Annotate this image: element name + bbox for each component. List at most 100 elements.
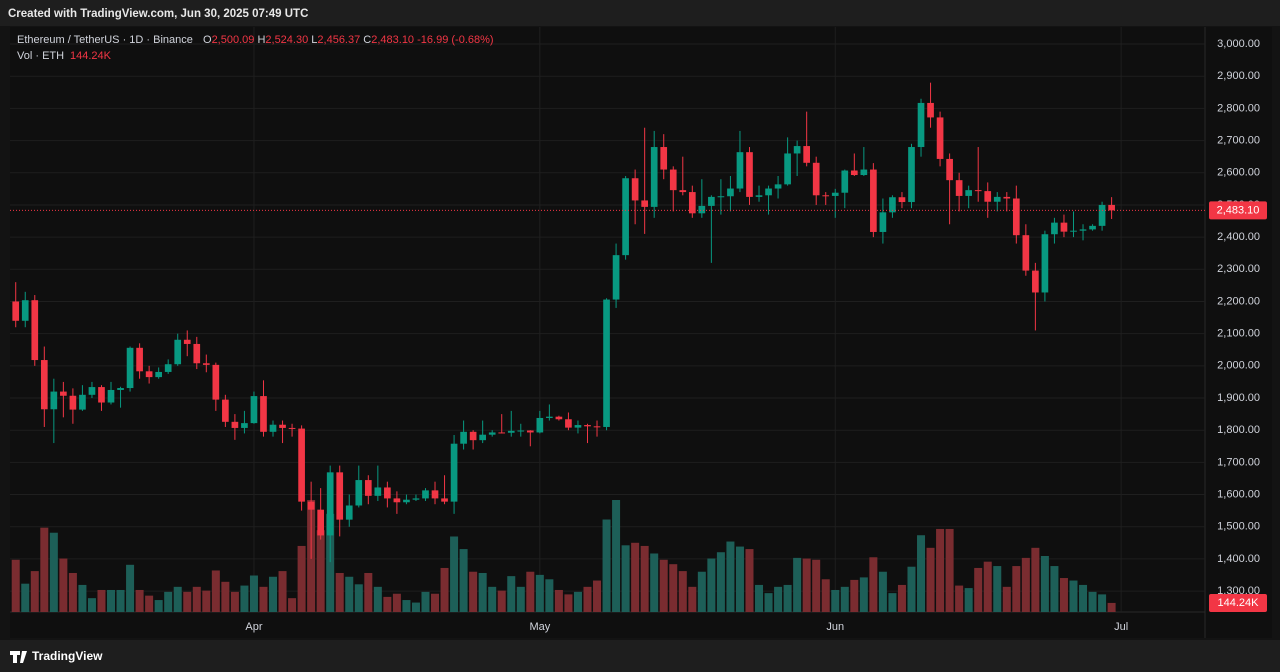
y-tick-label: 2,700.00 — [1217, 134, 1260, 146]
high-label: 2,524.30 — [265, 34, 308, 46]
volume-bar — [335, 572, 344, 612]
volume-bar — [411, 602, 420, 612]
candle-body — [965, 190, 973, 196]
volume-bar — [583, 586, 592, 612]
volume-name: Vol · ETH — [17, 50, 64, 62]
volume-bar — [983, 561, 992, 612]
volume-bar — [78, 584, 87, 612]
candle-body — [155, 371, 162, 378]
change-label: -16.99 (-0.68%) — [417, 34, 493, 46]
volume-bar — [964, 588, 973, 612]
candle-body — [345, 505, 353, 520]
axes: 1,300.00 1,400.00 1,500.00 1,600.00 1,700.00… — [245, 38, 1267, 633]
volume-bar — [669, 564, 678, 612]
volume-bar — [1059, 578, 1068, 612]
volume-bar — [678, 571, 687, 612]
candle-body — [222, 399, 229, 422]
y-tick-label: 1,700.00 — [1217, 456, 1260, 468]
candle-body — [927, 102, 934, 118]
candle-body — [212, 364, 220, 400]
candle-body — [526, 430, 534, 433]
candle-body — [98, 387, 105, 403]
volume-bar — [593, 580, 602, 612]
candle-body — [126, 347, 134, 389]
y-tick-label: 1,600.00 — [1217, 488, 1260, 500]
volume-bar — [516, 586, 525, 612]
candle-body — [1089, 225, 1096, 230]
brand: TradingView — [32, 649, 103, 663]
candle-body — [1041, 234, 1049, 293]
volume-bar — [221, 581, 230, 612]
candle-body — [803, 146, 811, 163]
candle-body — [183, 339, 191, 344]
time-axis — [10, 612, 1205, 638]
candle-body — [641, 200, 649, 207]
candle-body — [31, 300, 39, 361]
volume-bar — [707, 558, 716, 612]
candle-body — [79, 394, 86, 410]
candle-body — [574, 425, 582, 428]
volume-bar — [621, 545, 630, 612]
y-tick-label: 2,900.00 — [1217, 70, 1260, 82]
last-volume-tag — [1209, 594, 1267, 612]
candle-body — [460, 431, 467, 444]
candle-body — [755, 195, 763, 197]
volume-bar — [755, 584, 764, 612]
volume-bar — [564, 594, 573, 612]
volume-bar — [288, 598, 297, 612]
candle-body — [250, 396, 258, 424]
volume-bar — [1012, 566, 1021, 612]
volume-bar — [878, 571, 887, 612]
candle-body — [774, 184, 782, 189]
candle-body — [908, 147, 915, 203]
volume-bar — [297, 545, 306, 612]
x-tick-label: May — [529, 621, 550, 633]
volume-bar — [602, 519, 611, 612]
candle-body — [593, 426, 601, 428]
volume-bar — [735, 546, 744, 612]
candle-body — [364, 480, 372, 496]
ohlc: O2,500.09 H2,524.30 L2,456.37 C2,483.10 … — [203, 34, 494, 46]
volume-bar — [697, 571, 706, 612]
volume-bar — [612, 500, 621, 612]
candle-body — [193, 343, 201, 364]
candle-body — [565, 419, 572, 428]
volume-bar — [507, 576, 516, 612]
candle-body — [879, 212, 887, 232]
candle-body — [307, 501, 315, 510]
volume-bar — [802, 558, 811, 612]
x-tick-label: Apr — [245, 621, 262, 633]
candle-body — [1070, 230, 1077, 232]
y-tick-label: 1,900.00 — [1217, 392, 1260, 404]
candle-body — [498, 432, 506, 434]
candle-body — [1032, 270, 1039, 293]
candle-body — [603, 299, 610, 427]
volume-bar — [545, 579, 554, 612]
top-bar — [0, 0, 1280, 26]
volume-bar — [850, 579, 859, 612]
candle-body — [1051, 222, 1058, 235]
candle-body — [736, 152, 744, 189]
legend: Ethereum / TetherUS · 1D · Binance O2,50… — [17, 34, 494, 62]
volume-bar — [716, 552, 725, 612]
volume-bar — [888, 593, 897, 612]
volume-bar — [1069, 580, 1078, 612]
volume-bar — [145, 595, 154, 612]
candle-body — [612, 255, 620, 300]
candle-body — [955, 180, 963, 196]
volume-bar — [364, 572, 373, 612]
candle-body — [145, 371, 153, 378]
volume-bar — [783, 584, 792, 612]
candle-body — [298, 428, 305, 502]
candle-body — [812, 162, 820, 196]
candle-body — [107, 389, 115, 403]
candle-body — [326, 472, 334, 536]
candle-body — [488, 432, 496, 435]
volume-bar — [116, 589, 125, 612]
volume-bar — [259, 586, 268, 612]
volume-bar — [869, 557, 878, 612]
volume-bar — [326, 513, 335, 612]
volume-bar — [278, 571, 287, 612]
candle-body — [917, 102, 925, 148]
volume-bar — [897, 584, 906, 612]
